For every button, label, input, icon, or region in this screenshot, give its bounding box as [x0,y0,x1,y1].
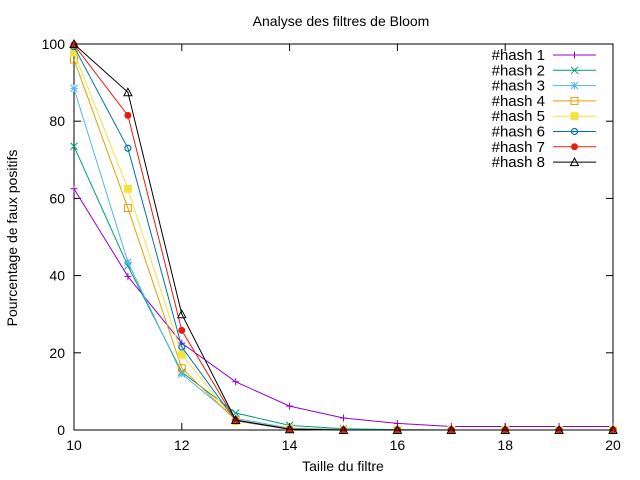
data-point [176,309,187,319]
data-point [70,185,78,193]
data-point [123,204,132,213]
legend-label: #hash 4 [492,93,545,110]
y-tick-label: 20 [49,345,65,361]
legend-entry: #hash 3 [492,78,596,95]
data-point [500,424,511,434]
series-2 [70,142,617,434]
data-point [554,424,564,434]
data-point [123,87,133,97]
data-point [124,144,132,152]
data-point [69,38,79,48]
x-tick-label: 12 [174,437,190,453]
data-point [570,96,579,105]
data-point [392,424,403,434]
legend-label: #hash 3 [492,78,545,95]
data-point [70,84,78,93]
legend-entry: #hash 5 [492,108,596,125]
data-point [124,262,132,270]
series-1 [70,185,617,431]
data-point [232,378,240,386]
legend-entry: #hash 6 [492,124,596,141]
data-point [124,111,132,119]
y-tick-label: 0 [57,422,65,438]
data-point [284,424,295,434]
data-point [123,184,132,193]
x-tick-label: 10 [66,437,82,453]
data-point [570,112,579,121]
legend-label: #hash 1 [492,47,545,64]
legend: #hash 1#hash 2#hash 3#hash 4#hash 5#hash… [492,47,596,171]
y-axis-label: Pourcentage de faux positifs [4,150,20,327]
data-point [340,414,347,422]
x-tick-label: 14 [282,437,298,453]
series-8 [69,38,618,434]
legend-label: #hash 5 [492,108,545,125]
data-point [230,414,241,424]
data-point [178,326,186,334]
data-point [570,66,579,75]
data-point [124,258,132,266]
legend-label: #hash 7 [492,139,545,156]
x-tick-label: 16 [390,437,406,453]
x-tick-label: 18 [497,437,513,453]
y-tick-label: 80 [49,113,65,129]
data-point [70,142,78,151]
legend-entry: #hash 4 [492,93,596,110]
legend-entry: #hash 8 [492,154,596,171]
data-point [177,350,186,359]
data-point [177,364,186,373]
data-point [446,424,457,434]
legend-entry: #hash 2 [492,62,596,79]
data-point [570,81,579,90]
y-tick-label: 40 [49,268,65,284]
legend-label: #hash 8 [492,154,545,171]
data-point [608,424,618,434]
data-point [570,127,579,136]
data-point [338,424,349,434]
data-point [124,272,132,280]
legend-label: #hash 2 [492,62,545,79]
legend-entry: #hash 1 [492,47,596,64]
x-tick-label: 20 [605,437,621,453]
data-point [571,51,578,59]
data-point [286,402,294,410]
x-axis-label: Taille du filtre [302,458,384,474]
legend-label: #hash 6 [492,124,545,141]
y-tick-label: 60 [49,190,65,206]
chart-title: Analyse des filtres de Bloom [253,13,430,29]
legend-entry: #hash 7 [492,139,596,156]
data-point [177,370,186,378]
data-point [178,343,186,351]
series-line [73,43,613,431]
y-tick-label: 100 [42,36,66,52]
data-point [571,143,578,151]
series-layer [69,38,618,434]
data-point [569,157,580,167]
